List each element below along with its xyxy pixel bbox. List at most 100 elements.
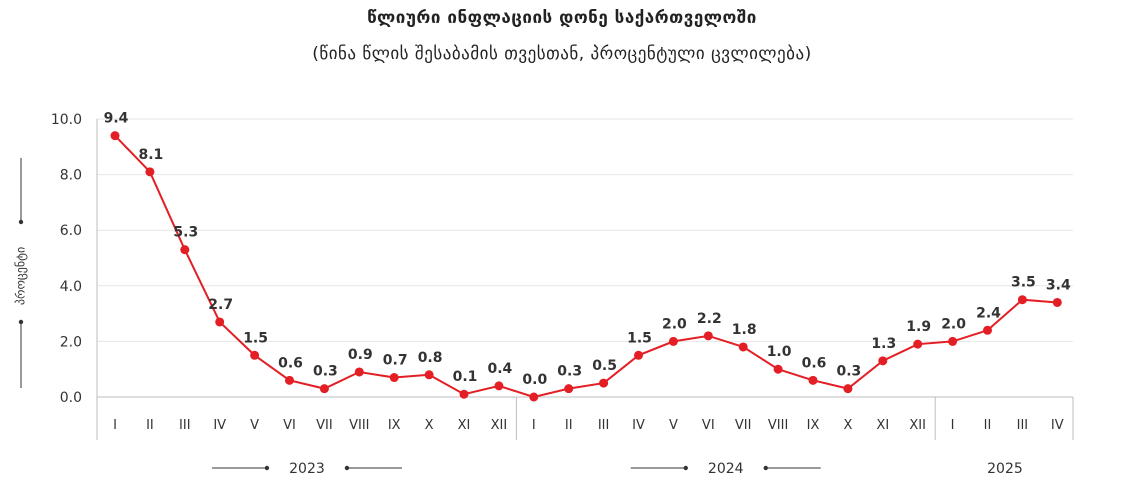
data-point bbox=[703, 331, 713, 341]
x-tick-label: VII bbox=[316, 418, 333, 433]
chart-subtitle: (წინა წლის შესაბამის თვესთან, პროცენტული… bbox=[312, 44, 812, 64]
data-label: 0.6 bbox=[802, 355, 827, 371]
data-point bbox=[564, 384, 574, 394]
x-tick-label: VIII bbox=[349, 418, 369, 433]
x-tick-label: XII bbox=[491, 418, 508, 433]
data-label: 2.7 bbox=[208, 297, 233, 313]
data-point bbox=[913, 339, 923, 349]
chart-title: წლიური ინფლაციის დონე საქართველოში bbox=[367, 8, 757, 28]
data-label: 9.4 bbox=[104, 111, 129, 127]
y-label-dot-top bbox=[18, 219, 24, 225]
x-tick-label: V bbox=[250, 418, 259, 433]
data-label: 0.3 bbox=[836, 364, 861, 380]
x-tick-label: IV bbox=[632, 418, 645, 433]
y-tick-label: 6.0 bbox=[60, 223, 82, 239]
data-point bbox=[215, 317, 225, 327]
data-point bbox=[250, 350, 260, 360]
data-point bbox=[1052, 297, 1062, 307]
data-label: 1.9 bbox=[906, 319, 931, 335]
data-point bbox=[773, 364, 783, 374]
y-tick-label: 4.0 bbox=[60, 279, 82, 295]
year-dot-right bbox=[344, 465, 350, 471]
data-point bbox=[145, 167, 155, 177]
x-tick-label: X bbox=[843, 418, 852, 433]
data-label: 1.5 bbox=[243, 330, 268, 346]
x-tick-label: II bbox=[984, 418, 992, 433]
data-point bbox=[319, 384, 329, 394]
x-tick-label: IX bbox=[807, 418, 820, 433]
data-label: 5.3 bbox=[173, 225, 198, 241]
data-point bbox=[983, 325, 992, 335]
data-point bbox=[285, 375, 294, 385]
x-tick-label: VI bbox=[283, 418, 296, 433]
y-tick-label: 10.0 bbox=[51, 112, 82, 128]
data-point bbox=[738, 342, 748, 352]
x-tick-label: II bbox=[146, 418, 154, 433]
data-label: 0.4 bbox=[487, 361, 512, 377]
x-tick-label: III bbox=[179, 418, 191, 433]
y-label-dot-bottom bbox=[18, 319, 24, 325]
x-tick-label: I bbox=[113, 418, 117, 433]
y-tick-label: 2.0 bbox=[60, 334, 82, 350]
data-label: 0.7 bbox=[383, 353, 408, 369]
data-point bbox=[668, 336, 678, 346]
data-label: 0.6 bbox=[278, 355, 303, 371]
x-tick-label: IV bbox=[213, 418, 226, 433]
y-tick-label: 8.0 bbox=[60, 168, 82, 184]
x-tick-label: VI bbox=[702, 418, 715, 433]
data-label: 1.8 bbox=[732, 322, 757, 338]
data-label: 3.4 bbox=[1046, 277, 1071, 293]
data-point bbox=[599, 378, 609, 388]
data-label: 2.0 bbox=[662, 316, 687, 332]
year-label: 2024 bbox=[708, 461, 744, 477]
data-point bbox=[424, 370, 434, 380]
data-point bbox=[494, 381, 504, 391]
x-tick-label: IV bbox=[1051, 418, 1064, 433]
year-label: 2025 bbox=[987, 461, 1023, 477]
data-label: 8.1 bbox=[138, 147, 163, 163]
x-tick-label: II bbox=[565, 418, 573, 433]
year-dot-right bbox=[763, 465, 768, 471]
x-tick-label: I bbox=[532, 418, 536, 433]
data-point bbox=[354, 367, 364, 377]
data-label: 0.1 bbox=[453, 369, 478, 385]
data-point bbox=[110, 131, 120, 141]
data-point bbox=[1017, 295, 1027, 305]
x-tick-label: III bbox=[1017, 418, 1029, 433]
data-label: 0.5 bbox=[592, 358, 617, 374]
data-label: 0.0 bbox=[522, 372, 547, 388]
x-tick-label: XI bbox=[458, 418, 471, 433]
x-tick-label: VII bbox=[735, 418, 752, 433]
data-label: 1.3 bbox=[871, 336, 896, 352]
x-tick-label: IX bbox=[388, 418, 401, 433]
y-tick-label: 0.0 bbox=[60, 390, 82, 406]
data-point bbox=[948, 336, 958, 346]
data-label: 2.2 bbox=[697, 311, 722, 327]
x-tick-label: VIII bbox=[768, 418, 788, 433]
x-tick-label: X bbox=[425, 418, 434, 433]
data-point bbox=[843, 384, 853, 394]
data-label: 0.9 bbox=[348, 347, 373, 363]
x-tick-label: XII bbox=[909, 418, 926, 433]
x-tick-label: XI bbox=[876, 418, 889, 433]
data-point bbox=[808, 375, 818, 385]
data-point bbox=[389, 373, 399, 383]
data-label: 2.4 bbox=[976, 305, 1001, 321]
data-label: 0.3 bbox=[557, 364, 582, 380]
x-tick-label: V bbox=[669, 418, 678, 433]
year-label: 2023 bbox=[289, 461, 325, 477]
data-point bbox=[180, 245, 190, 255]
data-point bbox=[878, 356, 888, 366]
data-label: 0.8 bbox=[418, 350, 443, 366]
y-axis-label: პროცენტი bbox=[14, 247, 28, 305]
data-point bbox=[634, 350, 643, 360]
data-point bbox=[459, 389, 469, 399]
data-label: 1.5 bbox=[627, 330, 652, 346]
x-tick-label: I bbox=[951, 418, 955, 433]
data-point bbox=[529, 392, 539, 402]
year-dot-left bbox=[264, 465, 270, 471]
data-label: 0.3 bbox=[313, 364, 338, 380]
x-tick-label: III bbox=[598, 418, 610, 433]
series-line bbox=[114, 134, 1058, 399]
